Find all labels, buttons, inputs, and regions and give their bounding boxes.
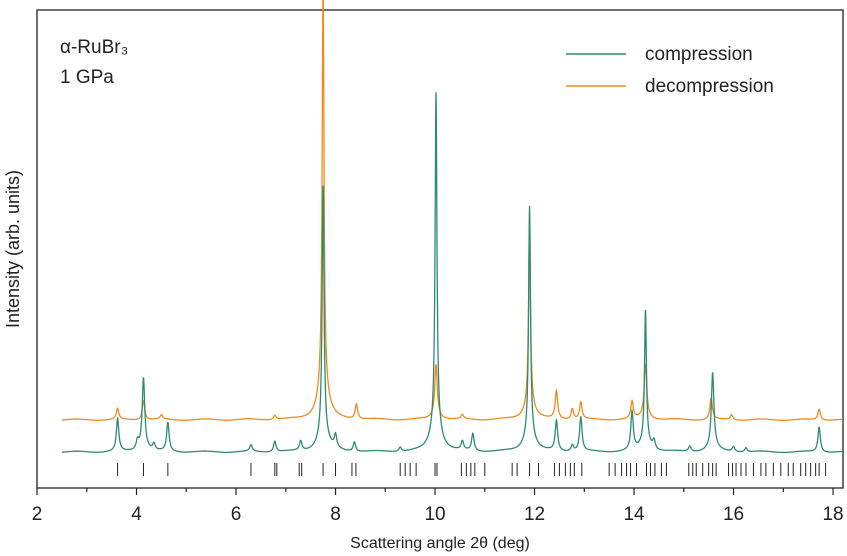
- x-tick-label: 8: [330, 504, 341, 525]
- reflection-markers: [117, 463, 827, 476]
- x-tick-label: 2: [32, 504, 43, 525]
- series-line-decompression: [61, 0, 844, 421]
- x-tick-label: 18: [822, 504, 843, 525]
- sample-label: α-RuBr₃: [60, 37, 128, 58]
- series-layer: [61, 0, 844, 454]
- legend: compression decompression: [566, 44, 774, 97]
- x-axis-ticks: 2 4 6 8 10 12 14 16 18: [32, 488, 844, 525]
- series-line-compression: [61, 92, 844, 454]
- x-tick-label: 6: [231, 504, 242, 525]
- x-tick-label: 4: [131, 504, 142, 525]
- legend-label-decompression: decompression: [645, 76, 774, 97]
- y-axis-title: Intensity (arb. units): [3, 170, 23, 328]
- x-tick-label: 12: [524, 504, 545, 525]
- x-tick-label: 16: [723, 504, 744, 525]
- x-tick-label: 14: [623, 504, 645, 525]
- x-tick-label: 10: [424, 504, 445, 525]
- legend-label-compression: compression: [645, 44, 753, 65]
- plot-frame: [36, 9, 844, 489]
- x-axis-title: Scattering angle 2θ (deg): [350, 535, 530, 552]
- pressure-label: 1 GPa: [60, 67, 114, 88]
